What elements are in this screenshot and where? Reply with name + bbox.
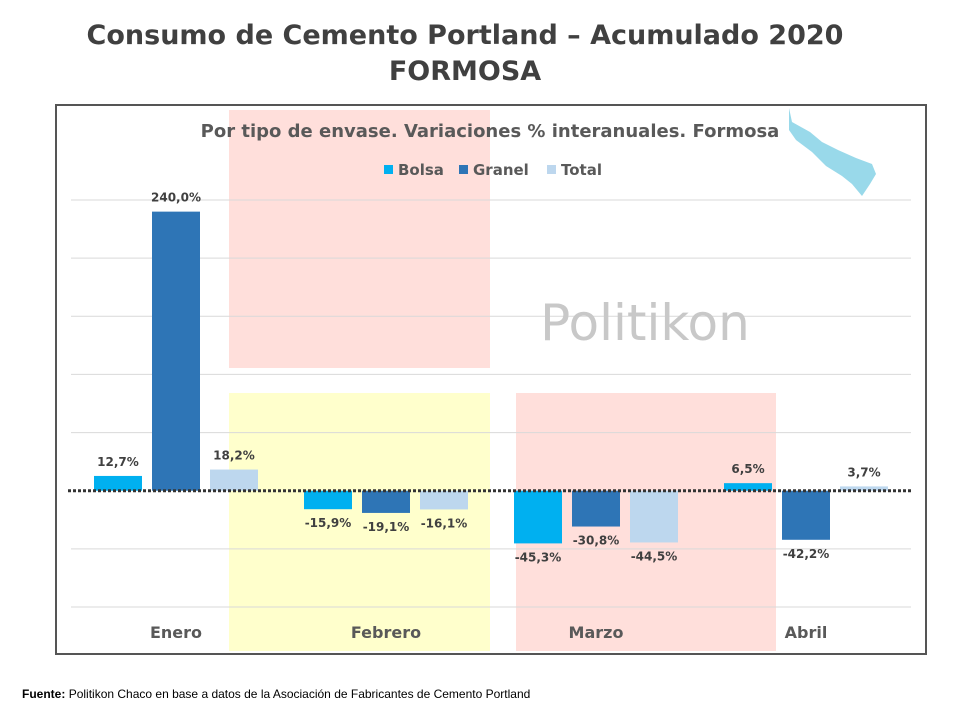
highlight-region-pink bbox=[229, 110, 490, 368]
bar-granel-abril bbox=[782, 490, 830, 540]
data-label: -15,9% bbox=[305, 516, 352, 530]
highlight-region-yellow bbox=[229, 393, 490, 651]
data-label: 240,0% bbox=[151, 191, 201, 205]
data-label: 18,2% bbox=[213, 449, 255, 463]
bar-bolsa-enero bbox=[94, 475, 142, 491]
category-label-febrero: Febrero bbox=[351, 623, 421, 642]
chart-frame bbox=[55, 104, 927, 655]
category-label-abril: Abril bbox=[785, 623, 828, 642]
data-label: -30,8% bbox=[573, 534, 620, 548]
bar-total-abril bbox=[840, 486, 888, 491]
data-label: -42,2% bbox=[783, 547, 830, 561]
data-label: -19,1% bbox=[363, 520, 410, 534]
data-label: -45,3% bbox=[515, 550, 562, 564]
bar-total-febrero bbox=[420, 490, 468, 510]
bar-total-enero bbox=[210, 469, 258, 491]
chart-title: Por tipo de envase. Variaciones % intera… bbox=[201, 121, 780, 142]
page-title: Consumo de Cemento Portland – Acumulado … bbox=[86, 20, 844, 51]
legend-swatch-granel bbox=[459, 165, 468, 174]
category-label-marzo: Marzo bbox=[569, 623, 624, 642]
data-label: 3,7% bbox=[847, 465, 880, 479]
data-label: 12,7% bbox=[97, 455, 139, 469]
source-note: Fuente: Politikon Chaco en base a datos … bbox=[22, 687, 530, 701]
province-map-icon bbox=[789, 108, 876, 196]
bar-bolsa-febrero bbox=[304, 490, 352, 510]
legend-swatch-total bbox=[547, 165, 556, 174]
bar-granel-enero bbox=[152, 211, 200, 491]
bar-granel-marzo bbox=[572, 490, 620, 527]
bar-bolsa-marzo bbox=[514, 490, 562, 544]
bar-total-marzo bbox=[630, 490, 678, 543]
page-subtitle: FORMOSA bbox=[388, 56, 542, 87]
legend-label-total: Total bbox=[561, 161, 602, 179]
category-label-enero: Enero bbox=[150, 623, 202, 642]
data-label: -44,5% bbox=[631, 549, 678, 563]
bar-bolsa-abril bbox=[724, 483, 772, 491]
legend-label-granel: Granel bbox=[473, 161, 529, 179]
bar-granel-febrero bbox=[362, 490, 410, 513]
legend-swatch-bolsa bbox=[384, 165, 393, 174]
source-text: Politikon Chaco en base a datos de la As… bbox=[68, 687, 531, 701]
data-label: -16,1% bbox=[421, 516, 468, 530]
legend-label-bolsa: Bolsa bbox=[398, 161, 444, 179]
data-label: 6,5% bbox=[731, 462, 764, 476]
watermark: Politikon bbox=[540, 294, 750, 352]
source-label: Fuente: bbox=[22, 687, 66, 701]
